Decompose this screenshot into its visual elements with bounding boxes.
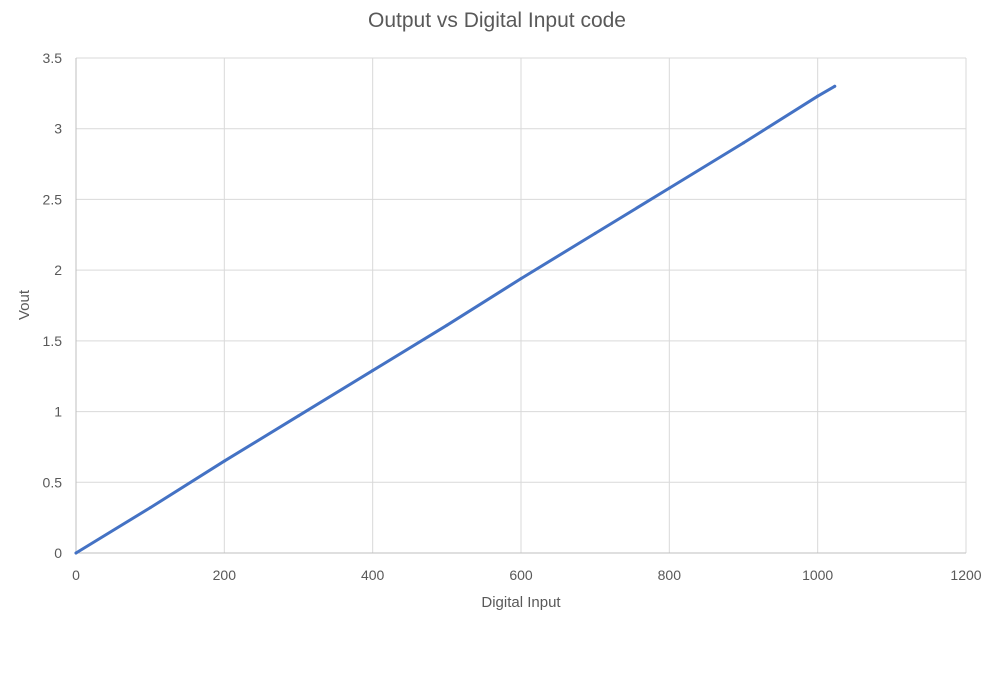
axes bbox=[75, 58, 966, 554]
tick-labels: 0 0.5 1 1.5 2 2.5 3 3.5 0 200 400 600 800 1000 1200 bbox=[43, 50, 982, 583]
y-axis-title: Vout bbox=[16, 289, 33, 320]
y-tick-label: 2 bbox=[54, 262, 62, 278]
data-point bbox=[445, 323, 449, 327]
data-point bbox=[297, 414, 300, 418]
gridlines bbox=[76, 57, 967, 553]
data-point bbox=[74, 551, 78, 555]
data-point bbox=[816, 94, 820, 98]
series-layer bbox=[74, 84, 837, 555]
x-tick-label: 400 bbox=[361, 567, 385, 583]
data-point bbox=[371, 369, 375, 373]
y-tick-label: 2.5 bbox=[43, 191, 63, 207]
y-tick-label: 0.5 bbox=[43, 474, 63, 490]
x-axis-title: Digital Input bbox=[481, 594, 561, 611]
data-point bbox=[222, 459, 226, 463]
data-point bbox=[593, 231, 597, 235]
data-point bbox=[742, 141, 745, 145]
y-tick-label: 1.5 bbox=[43, 333, 63, 349]
y-tick-label: 3 bbox=[54, 121, 62, 137]
data-point bbox=[833, 84, 837, 88]
x-tick-label: 600 bbox=[509, 567, 533, 583]
data-point bbox=[667, 186, 671, 190]
y-tick-label: 3.5 bbox=[43, 50, 63, 66]
data-point bbox=[519, 277, 523, 281]
y-tick-label: 0 bbox=[54, 545, 62, 561]
x-tick-label: 0 bbox=[72, 567, 80, 583]
x-tick-label: 200 bbox=[213, 567, 237, 583]
x-tick-label: 1200 bbox=[950, 567, 981, 583]
series-line bbox=[74, 84, 837, 555]
x-tick-label: 1000 bbox=[802, 567, 833, 583]
y-tick-label: 1 bbox=[54, 404, 62, 420]
x-tick-label: 800 bbox=[658, 567, 682, 583]
data-point bbox=[148, 506, 152, 510]
chart-title: Output vs Digital Input code bbox=[368, 9, 626, 32]
